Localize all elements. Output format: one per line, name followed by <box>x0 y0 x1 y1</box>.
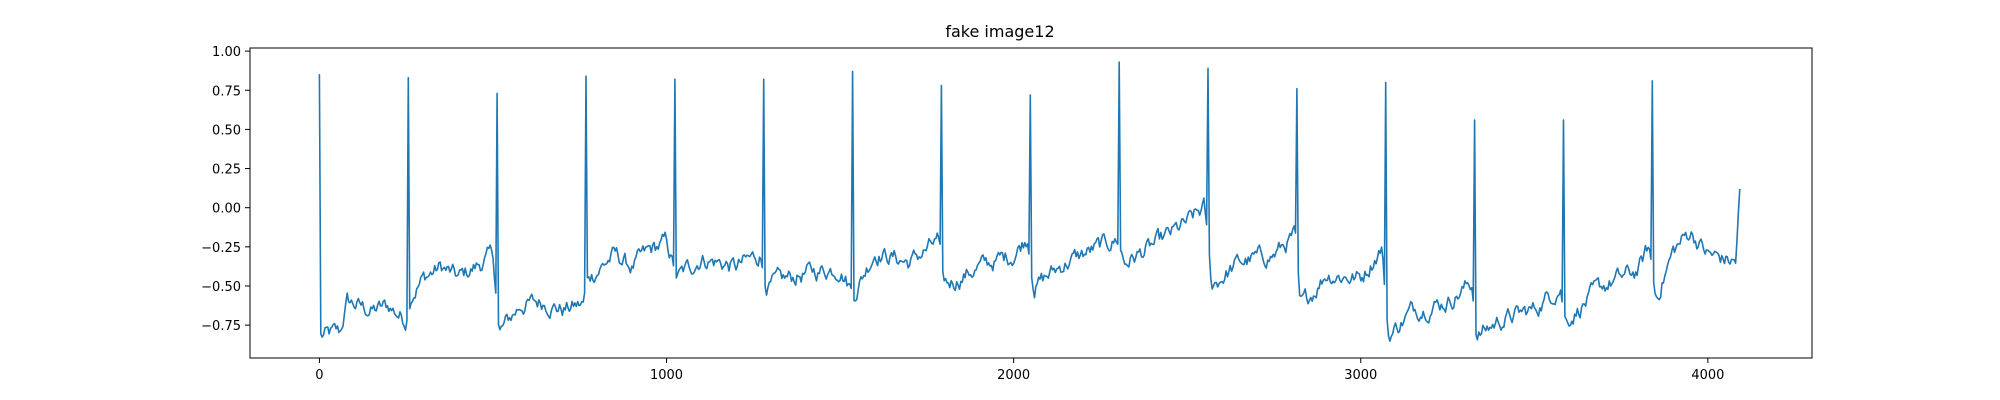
peak-point <box>1118 61 1120 63</box>
peak-point <box>585 75 587 77</box>
peak-point <box>940 84 943 87</box>
y-axis: 1.00 0.75 0.50 0.25 0.00 −0.25 −0.50 −0.75 <box>201 45 250 334</box>
y-tick-label: 0.75 <box>212 84 241 99</box>
peak-point <box>318 74 321 76</box>
peak-point <box>1474 119 1476 121</box>
y-tick-label: 0.00 <box>212 202 241 217</box>
peak-point <box>851 70 854 73</box>
x-tick-label: 2000 <box>997 368 1030 383</box>
series-line <box>318 61 1741 343</box>
y-tick-label: 0.25 <box>212 163 241 178</box>
y-tick-label: −0.75 <box>201 319 241 334</box>
peak-point <box>1207 67 1209 69</box>
peak-point <box>1296 88 1298 90</box>
peak-point <box>763 78 765 80</box>
y-tick-label: −0.25 <box>201 241 241 256</box>
peak-point <box>1651 80 1653 82</box>
peak-point <box>1029 94 1031 96</box>
y-tick-label: 0.50 <box>212 123 241 138</box>
x-tick-label: 0 <box>315 368 323 383</box>
x-tick-label: 1000 <box>650 368 683 383</box>
peak-point <box>1562 119 1565 121</box>
peak-point <box>1385 81 1387 84</box>
peak-point <box>407 77 409 79</box>
peak-point <box>496 92 498 95</box>
plot-frame <box>249 47 1813 359</box>
x-tick-label: 4000 <box>1691 368 1724 383</box>
peak-point <box>674 78 676 80</box>
y-tick-label: −0.50 <box>201 280 241 295</box>
series-layer <box>318 61 1741 343</box>
x-tick-label: 3000 <box>1344 368 1377 383</box>
chart-title: fake image12 <box>945 22 1055 41</box>
x-axis: 0 1000 2000 3000 4000 <box>315 358 1724 383</box>
y-tick-label: 1.00 <box>212 45 241 60</box>
